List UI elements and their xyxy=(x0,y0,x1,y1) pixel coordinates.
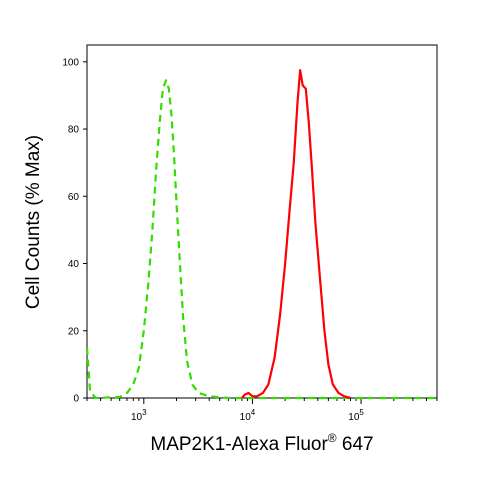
x-axis-title-main: MAP2K1-Alexa Fluor xyxy=(150,434,328,455)
y-tick-label: 40 xyxy=(68,259,80,270)
plot-frame xyxy=(86,44,438,399)
x-axis: 103 104 105 xyxy=(86,398,438,423)
series-line-0 xyxy=(85,79,437,400)
x-axis-title-superscript: ® xyxy=(328,431,337,445)
y-tick-label: 20 xyxy=(68,326,80,337)
x-axis-title: MAP2K1-Alexa Fluor® 647 xyxy=(150,431,373,455)
x-tick-label: 105 xyxy=(348,408,364,423)
y-tick-label: 60 xyxy=(68,192,80,203)
x-tick-label: 103 xyxy=(131,408,147,423)
y-axis: 0 20 40 60 80 100 xyxy=(62,57,87,405)
series-layer xyxy=(85,69,437,400)
series-line-1 xyxy=(241,69,351,400)
y-tick-label: 0 xyxy=(73,394,79,405)
x-tick-label: 104 xyxy=(240,408,256,423)
y-tick-label: 100 xyxy=(62,57,79,68)
y-tick-label: 80 xyxy=(68,125,80,136)
x-axis-title-suffix: 647 xyxy=(337,434,374,455)
y-axis-title: Cell Counts (% Max) xyxy=(23,135,44,309)
